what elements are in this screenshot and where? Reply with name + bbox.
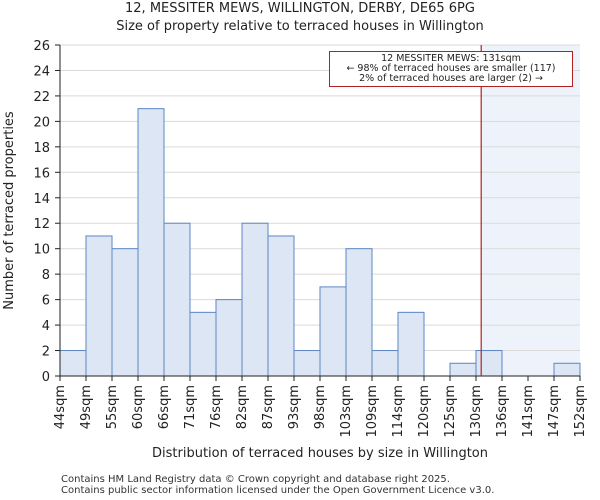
y-tick-label: 12 [33,217,50,232]
x-tick-label: 141sqm [521,385,536,438]
x-tick-label: 60sqm [131,385,146,429]
x-tick-label: 125sqm [443,385,458,438]
bar [449,362,477,377]
x-tick-label: 76sqm [209,385,224,429]
y-tick-label: 24 [33,64,50,79]
x-tick-label: 82sqm [235,385,250,429]
y-tick-label: 8 [42,268,50,283]
bar [189,311,217,377]
annotation-line-3: 2% of terraced houses are larger (2) → [359,73,543,84]
footer-line-2: Contains public sector information licen… [61,485,495,496]
annotation-line-1: 12 MESSITER MEWS: 131sqm [381,53,521,64]
y-tick-label: 2 [42,345,50,360]
x-tick-label: 120sqm [417,385,432,438]
chart-title: 12, MESSITER MEWS, WILLINGTON, DERBY, DE… [125,1,475,16]
y-tick-label: 26 [33,39,50,54]
bar [85,235,113,377]
y-tick-label: 10 [33,243,50,258]
x-tick-label: 152sqm [573,385,588,438]
y-tick-label: 14 [33,192,50,207]
x-tick-label: 93sqm [287,385,302,429]
highlight-region [481,45,580,376]
bar [475,350,503,377]
x-tick-label: 71sqm [183,385,198,429]
x-tick-label: 98sqm [313,385,328,429]
bar [371,350,399,377]
annotation-box: 12 MESSITER MEWS: 131sqm ← 98% of terrac… [329,51,573,87]
bar [241,222,269,377]
y-tick-label: 6 [42,294,50,309]
bar [111,248,139,377]
x-tick-label: 147sqm [547,385,562,438]
x-tick-label: 130sqm [469,385,484,438]
x-tick-label: 114sqm [391,385,406,438]
bar [319,286,347,377]
y-tick-label: 20 [33,115,50,130]
bar [397,311,425,377]
x-tick-label: 109sqm [365,385,380,438]
x-axis-label: Distribution of terraced houses by size … [152,446,488,461]
bar [293,350,321,377]
x-tick-label: 87sqm [261,385,276,429]
x-tick-label: 44sqm [53,385,68,429]
chart-subtitle: Size of property relative to terraced ho… [116,19,484,34]
x-tick-label: 55sqm [105,385,120,429]
bar [137,108,165,377]
x-tick-label: 49sqm [79,385,94,429]
bar [267,235,295,377]
y-axis-label: Number of terraced properties [2,111,17,310]
x-tick-label: 103sqm [339,385,354,438]
y-tick-label: 18 [33,141,50,156]
bar [553,362,581,377]
bar [345,248,373,377]
y-tick-label: 4 [42,319,50,334]
x-tick-label: 136sqm [495,385,510,438]
y-tick-label: 0 [42,370,50,385]
bar [215,299,243,377]
y-tick-label: 22 [33,90,50,105]
annotation-line-2: ← 98% of terraced houses are smaller (11… [346,63,556,74]
y-tick-label: 16 [33,166,50,181]
bar [59,350,87,377]
footer-line-1: Contains HM Land Registry data © Crown c… [61,474,450,485]
bar [163,222,191,377]
x-tick-label: 66sqm [157,385,172,429]
